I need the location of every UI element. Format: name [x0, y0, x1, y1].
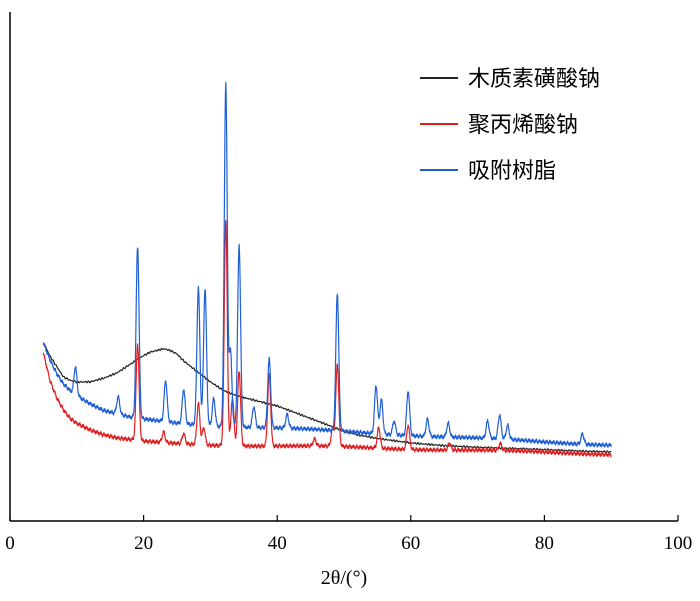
- x-tick-label: 80: [535, 533, 554, 554]
- x-tick-label: 0: [5, 533, 15, 554]
- legend-label: 木质素磺酸钠: [468, 67, 600, 92]
- x-tick-label: 20: [134, 533, 153, 554]
- legend-label: 聚丙烯酸钠: [468, 113, 578, 138]
- x-tick-label: 60: [401, 533, 420, 554]
- series-line-0: [42, 342, 612, 454]
- x-tick-label: 40: [268, 533, 287, 554]
- series-line-1: [42, 219, 612, 458]
- series-line-2: [42, 81, 612, 448]
- x-tick-label: 100: [664, 533, 693, 554]
- x-ticks: 0 20 40 60 80 100: [5, 515, 692, 554]
- plot-area: 0 20 40 60 80 100: [5, 12, 692, 554]
- x-axis-title: 2θ/(°): [321, 567, 367, 589]
- series-layer: [42, 81, 612, 458]
- legend-label: 吸附树脂: [468, 159, 556, 184]
